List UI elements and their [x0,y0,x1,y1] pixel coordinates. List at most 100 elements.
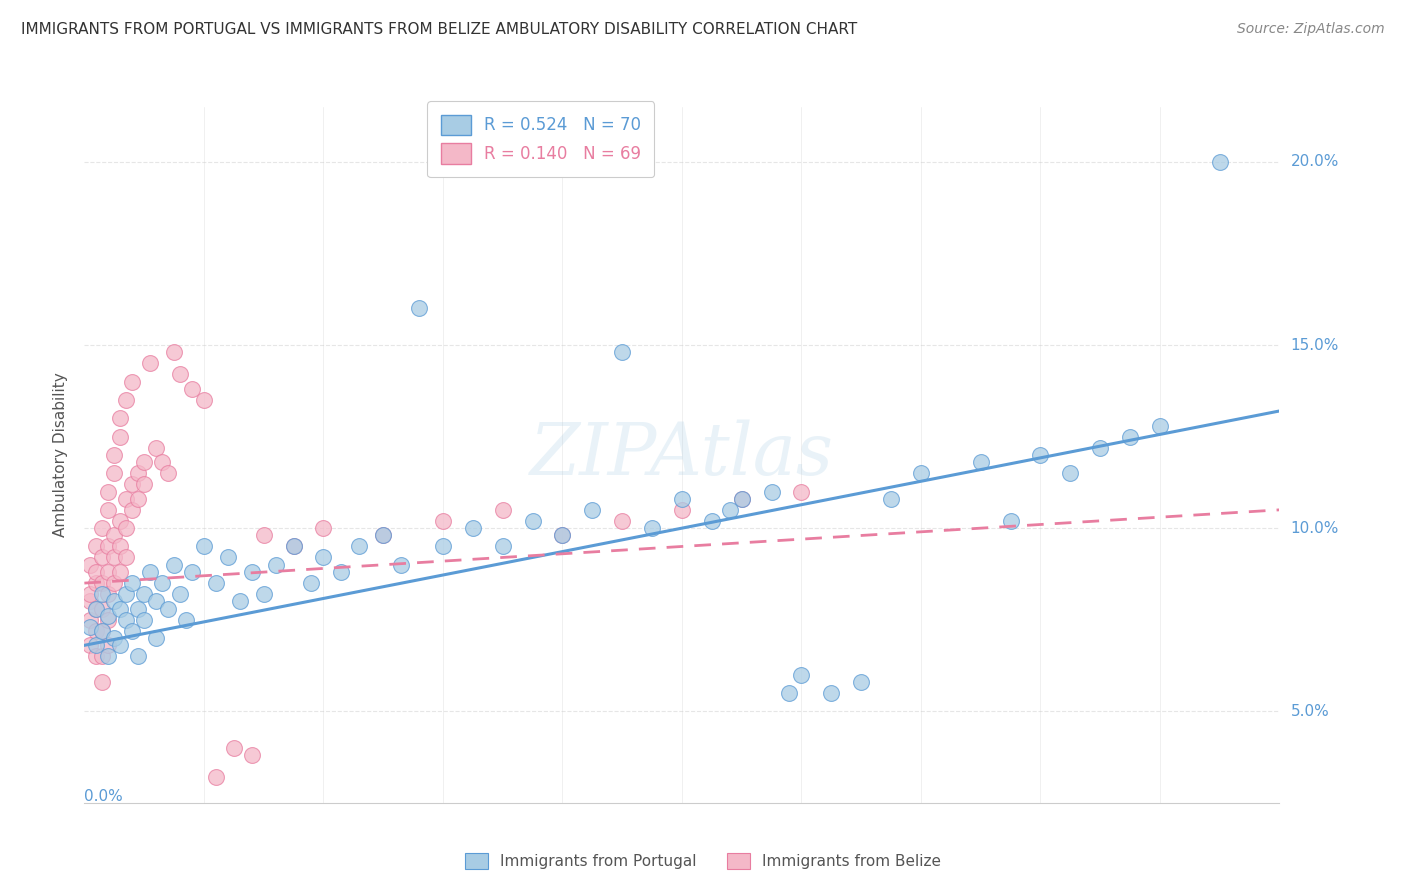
Point [790,667,813,681]
Point [91,601,114,615]
Point [86,540,108,554]
Point [731,491,754,506]
Point [132,477,156,491]
Point [551,528,574,542]
Point [157,601,180,615]
Point [145,594,167,608]
Point [193,540,215,554]
Point [1029,448,1052,462]
Point [612,514,634,528]
Point [718,503,741,517]
Point [97,484,120,499]
Point [163,345,186,359]
Y-axis label: Ambulatory Disability: Ambulatory Disability [53,373,69,537]
Point [581,503,603,517]
Point [79,587,101,601]
Point [150,576,173,591]
Point [86,624,108,638]
Point [132,613,156,627]
Point [1119,429,1142,443]
Point [115,392,138,407]
Point [110,514,132,528]
Point [253,587,276,601]
Point [169,368,191,382]
Point [115,613,138,627]
Point [110,638,132,652]
Point [127,649,149,664]
Point [228,594,252,608]
Point [127,491,149,506]
Point [110,540,132,554]
Point [110,411,132,425]
Point [205,770,228,784]
Point [121,503,143,517]
Point [127,467,149,481]
Point [91,624,114,638]
Point [115,491,138,506]
Point [91,550,114,565]
Point [389,558,412,572]
Text: 15.0%: 15.0% [1291,337,1339,352]
Point [97,613,120,627]
Point [79,638,101,652]
Point [910,467,932,481]
Point [1209,155,1232,169]
Point [612,345,634,359]
Point [86,638,108,652]
Point [139,565,162,579]
Point [312,521,335,535]
Point [820,686,842,700]
Point [641,521,664,535]
Point [132,587,156,601]
Point [157,467,180,481]
Legend: R = 0.524   N = 70, R = 0.140   N = 69: R = 0.524 N = 70, R = 0.140 N = 69 [427,102,654,178]
Point [970,455,993,469]
Point [110,565,132,579]
Point [408,301,430,316]
Point [700,514,723,528]
Point [349,540,371,554]
Point [97,503,120,517]
Point [145,441,167,455]
Point [432,514,454,528]
Point [731,491,754,506]
Point [432,540,454,554]
Point [145,631,167,645]
Point [373,528,395,542]
Text: Source: ZipAtlas.com: Source: ZipAtlas.com [1237,22,1385,37]
Text: IMMIGRANTS FROM PORTUGAL VS IMMIGRANTS FROM BELIZE AMBULATORY DISABILITY CORRELA: IMMIGRANTS FROM PORTUGAL VS IMMIGRANTS F… [21,22,858,37]
Point [91,587,114,601]
Point [86,601,108,615]
Point [217,550,239,565]
Point [150,455,173,469]
Point [163,558,186,572]
Point [283,540,305,554]
Point [91,576,114,591]
Legend: Immigrants from Portugal, Immigrants from Belize: Immigrants from Portugal, Immigrants fro… [458,847,948,875]
Point [97,540,120,554]
Point [79,558,101,572]
Point [461,521,484,535]
Point [121,477,143,491]
Point [222,740,245,755]
Point [193,392,215,407]
Point [97,649,120,664]
Point [79,620,101,634]
Point [103,467,125,481]
Point [240,748,263,763]
Point [91,521,114,535]
Point [671,503,693,517]
Point [851,675,873,690]
Point [97,565,120,579]
Point [312,550,335,565]
Point [240,565,263,579]
Point [91,675,114,690]
Point [91,649,114,664]
Point [301,576,323,591]
Point [121,375,143,389]
Point [103,576,125,591]
Point [103,550,125,565]
Point [79,594,101,608]
Point [169,587,191,601]
Point [373,528,395,542]
